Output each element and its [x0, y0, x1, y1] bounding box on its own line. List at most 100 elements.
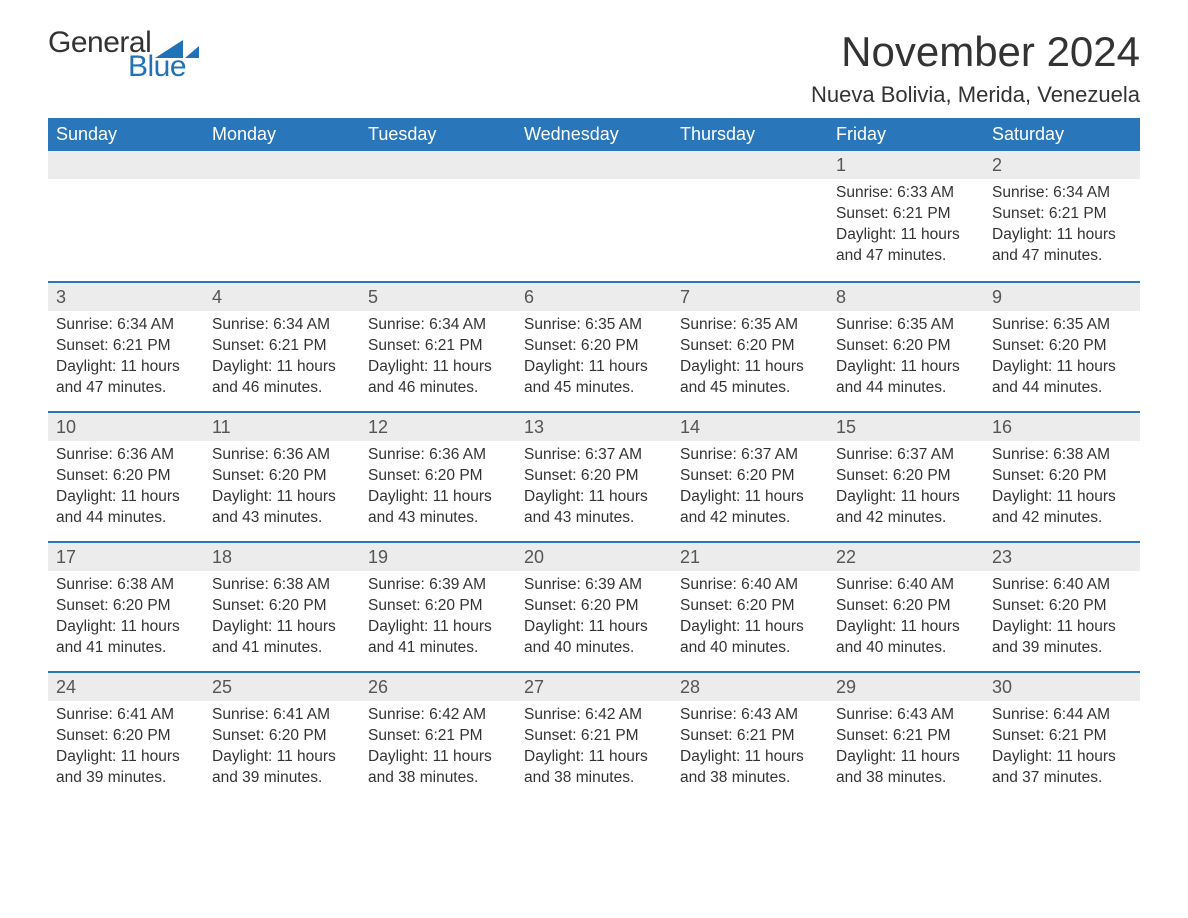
day-line-day2: and 45 minutes. [680, 378, 820, 399]
day-number [204, 151, 360, 179]
day-line-day2: and 42 minutes. [992, 508, 1132, 529]
day-line-day1: Daylight: 11 hours [524, 617, 664, 638]
day-number: 30 [984, 671, 1140, 701]
day-line-day2: and 38 minutes. [524, 768, 664, 789]
day-details: Sunrise: 6:41 AMSunset: 6:20 PMDaylight:… [204, 701, 360, 789]
day-number: 24 [48, 671, 204, 701]
day-line-sunrise: Sunrise: 6:33 AM [836, 183, 976, 204]
day-line-sunrise: Sunrise: 6:38 AM [992, 445, 1132, 466]
calendar-day: 21Sunrise: 6:40 AMSunset: 6:20 PMDayligh… [672, 541, 828, 671]
day-number: 2 [984, 151, 1140, 179]
calendar-empty [360, 151, 516, 281]
day-line-sunrise: Sunrise: 6:44 AM [992, 705, 1132, 726]
day-number: 18 [204, 541, 360, 571]
day-line-sunrise: Sunrise: 6:35 AM [680, 315, 820, 336]
calendar-empty [204, 151, 360, 281]
day-number: 22 [828, 541, 984, 571]
day-details: Sunrise: 6:38 AMSunset: 6:20 PMDaylight:… [204, 571, 360, 659]
day-line-sunrise: Sunrise: 6:35 AM [992, 315, 1132, 336]
title-block: November 2024 Nueva Bolivia, Merida, Ven… [811, 28, 1140, 108]
calendar-day: 6Sunrise: 6:35 AMSunset: 6:20 PMDaylight… [516, 281, 672, 411]
day-number: 6 [516, 281, 672, 311]
day-details: Sunrise: 6:44 AMSunset: 6:21 PMDaylight:… [984, 701, 1140, 789]
weekday-header-row: Sunday Monday Tuesday Wednesday Thursday… [48, 118, 1140, 151]
day-line-day1: Daylight: 11 hours [56, 747, 196, 768]
calendar-day: 5Sunrise: 6:34 AMSunset: 6:21 PMDaylight… [360, 281, 516, 411]
day-line-sunrise: Sunrise: 6:36 AM [56, 445, 196, 466]
day-line-sunrise: Sunrise: 6:37 AM [524, 445, 664, 466]
day-details: Sunrise: 6:41 AMSunset: 6:20 PMDaylight:… [48, 701, 204, 789]
day-details: Sunrise: 6:43 AMSunset: 6:21 PMDaylight:… [672, 701, 828, 789]
day-line-sunset: Sunset: 6:21 PM [368, 336, 508, 357]
day-line-day2: and 41 minutes. [212, 638, 352, 659]
day-number: 10 [48, 411, 204, 441]
calendar-day: 1Sunrise: 6:33 AMSunset: 6:21 PMDaylight… [828, 151, 984, 281]
day-line-day2: and 40 minutes. [680, 638, 820, 659]
day-line-day1: Daylight: 11 hours [524, 357, 664, 378]
calendar-day: 23Sunrise: 6:40 AMSunset: 6:20 PMDayligh… [984, 541, 1140, 671]
day-line-sunset: Sunset: 6:20 PM [56, 726, 196, 747]
day-line-day2: and 44 minutes. [836, 378, 976, 399]
day-line-day2: and 38 minutes. [836, 768, 976, 789]
weekday-header: Wednesday [516, 118, 672, 151]
day-line-sunset: Sunset: 6:20 PM [992, 466, 1132, 487]
header: General Blue November 2024 Nueva Bolivia… [48, 28, 1140, 108]
day-number: 28 [672, 671, 828, 701]
day-details: Sunrise: 6:39 AMSunset: 6:20 PMDaylight:… [360, 571, 516, 659]
day-line-day2: and 38 minutes. [368, 768, 508, 789]
logo-text-blue: Blue [128, 52, 199, 82]
day-number: 5 [360, 281, 516, 311]
day-line-day2: and 40 minutes. [836, 638, 976, 659]
calendar-table: Sunday Monday Tuesday Wednesday Thursday… [48, 118, 1140, 801]
day-line-day1: Daylight: 11 hours [56, 357, 196, 378]
day-details: Sunrise: 6:34 AMSunset: 6:21 PMDaylight:… [204, 311, 360, 399]
day-line-sunrise: Sunrise: 6:42 AM [368, 705, 508, 726]
calendar-day: 28Sunrise: 6:43 AMSunset: 6:21 PMDayligh… [672, 671, 828, 801]
day-line-day1: Daylight: 11 hours [368, 617, 508, 638]
day-details: Sunrise: 6:38 AMSunset: 6:20 PMDaylight:… [48, 571, 204, 659]
day-line-day2: and 43 minutes. [368, 508, 508, 529]
day-line-sunset: Sunset: 6:21 PM [524, 726, 664, 747]
day-line-sunset: Sunset: 6:21 PM [56, 336, 196, 357]
calendar-row: 24Sunrise: 6:41 AMSunset: 6:20 PMDayligh… [48, 671, 1140, 801]
day-line-sunrise: Sunrise: 6:39 AM [524, 575, 664, 596]
calendar-row: 10 Sunrise: 6:36 AM Sunset: 6:20 PM Dayligh… [48, 411, 1140, 541]
day-line-sunrise: Sunrise: 6:34 AM [368, 315, 508, 336]
day-line-sunrise: Sunrise: 6:36 AM [212, 445, 352, 466]
day-details: Sunrise: 6:33 AMSunset: 6:21 PMDaylight:… [828, 179, 984, 267]
calendar-empty [672, 151, 828, 281]
calendar-day: 16Sunrise: 6:38 AMSunset: 6:20 PMDayligh… [984, 411, 1140, 541]
day-line-sunrise: Sunrise: 6:35 AM [524, 315, 664, 336]
day-number: 17 [48, 541, 204, 571]
day-line-day1: Daylight: 11 hours [836, 617, 976, 638]
day-line-day1: Daylight: 11 hours [368, 487, 508, 508]
day-line-day1: Daylight: 11 hours [836, 357, 976, 378]
day-line-day1: Daylight: 11 hours [992, 617, 1132, 638]
day-number: 4 [204, 281, 360, 311]
day-line-day1: Daylight: 11 hours [836, 747, 976, 768]
day-number: 16 [984, 411, 1140, 441]
day-number: 11 [204, 411, 360, 441]
day-line-sunrise: Sunrise: 6:34 AM [56, 315, 196, 336]
day-line-sunset: Sunset: 6:20 PM [992, 336, 1132, 357]
day-number [672, 151, 828, 179]
calendar-day: 19Sunrise: 6:39 AMSunset: 6:20 PMDayligh… [360, 541, 516, 671]
weekday-header: Sunday [48, 118, 204, 151]
day-line-sunrise: Sunrise: 6:42 AM [524, 705, 664, 726]
day-details: Sunrise: 6:34 AMSunset: 6:21 PMDaylight:… [360, 311, 516, 399]
day-number: 13 [516, 411, 672, 441]
calendar-day: 20Sunrise: 6:39 AMSunset: 6:20 PMDayligh… [516, 541, 672, 671]
day-line-day2: and 41 minutes. [56, 638, 196, 659]
day-number: 23 [984, 541, 1140, 571]
day-line-day2: and 37 minutes. [992, 768, 1132, 789]
calendar-day: 18Sunrise: 6:38 AMSunset: 6:20 PMDayligh… [204, 541, 360, 671]
weekday-header: Saturday [984, 118, 1140, 151]
day-line-sunset: Sunset: 6:20 PM [680, 336, 820, 357]
calendar-day: 24Sunrise: 6:41 AMSunset: 6:20 PMDayligh… [48, 671, 204, 801]
day-line-day1: Daylight: 11 hours [680, 617, 820, 638]
day-number: 27 [516, 671, 672, 701]
day-line-day1: Daylight: 11 hours [212, 617, 352, 638]
day-details: Sunrise: 6:35 AMSunset: 6:20 PMDaylight:… [516, 311, 672, 399]
day-number: 1 [828, 151, 984, 179]
day-line-sunrise: Sunrise: 6:39 AM [368, 575, 508, 596]
